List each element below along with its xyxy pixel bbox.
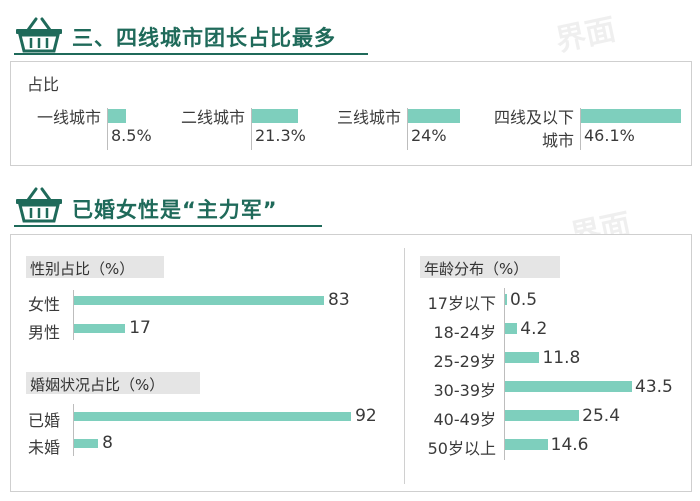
panel-label: 占比 [27,75,60,94]
panel-divider [404,248,405,484]
category-label: 25-29岁 [433,352,497,371]
value-label: 14.6 [550,435,589,455]
chart-title: 性别占比（%） [30,260,135,278]
axis-line [407,108,408,150]
category-label: 50岁以上 [427,439,496,458]
value-label: 8 [102,433,113,453]
value-label: 11.8 [542,348,581,368]
value-label: 83 [328,290,350,310]
category-label: 四线及以下 [493,108,574,127]
value-label: 24% [411,126,447,145]
bar [74,412,352,421]
title-underline [14,53,368,55]
axis-line [73,404,74,456]
bar [74,296,324,305]
axis-line [73,290,74,340]
chart-title-bg [26,372,200,394]
bar [252,109,299,123]
bar [505,294,507,305]
chart-title-bg [420,256,560,278]
category-label: 未婚 [28,438,61,457]
title-underline [14,225,322,227]
chart-title: 年龄分布（%） [424,260,529,278]
value-label: 0.5 [510,290,538,310]
axis-line [251,108,252,150]
chart-title-bg [26,256,164,278]
category-label: 已婚 [28,411,61,430]
basket-icon [16,187,62,223]
category-label: 一线城市 [36,108,101,127]
bar [505,352,540,363]
value-label: 17 [129,318,151,338]
bar [505,439,548,450]
value-label: 92 [355,406,377,426]
basket-icon [16,17,62,53]
section-title: 三、四线城市团长占比最多 [72,26,336,50]
section-title: 已婚女性是“主力军” [72,198,278,222]
bar [108,109,127,123]
value-label: 21.3% [255,126,306,145]
category-label: 30-39岁 [433,381,497,400]
category-label: 17岁以下 [427,294,496,313]
value-label: 8.5% [111,126,152,145]
chart-title: 婚姻状况占比（%） [30,376,165,394]
axis-line [107,108,108,150]
bar [581,109,681,123]
watermark: 界面 [552,12,619,59]
value-label: 25.4 [582,406,621,426]
bar [505,410,580,421]
category-label: 40-49岁 [433,410,497,429]
axis-line [504,288,505,460]
bar [408,109,461,123]
category-label: 女性 [28,295,61,314]
bar [505,381,632,392]
value-label: 46.1% [584,126,635,145]
value-label: 43.5 [635,377,673,397]
bar [505,323,518,334]
bar [74,324,126,333]
bar [74,439,99,448]
category-label: 二线城市 [180,108,245,127]
category-label: 18-24岁 [433,323,497,342]
value-label: 4.2 [520,319,548,339]
category-label: 三线城市 [336,108,401,127]
axis-line [580,108,581,150]
category-label: 男性 [28,323,61,342]
category-label: 城市 [541,131,574,150]
